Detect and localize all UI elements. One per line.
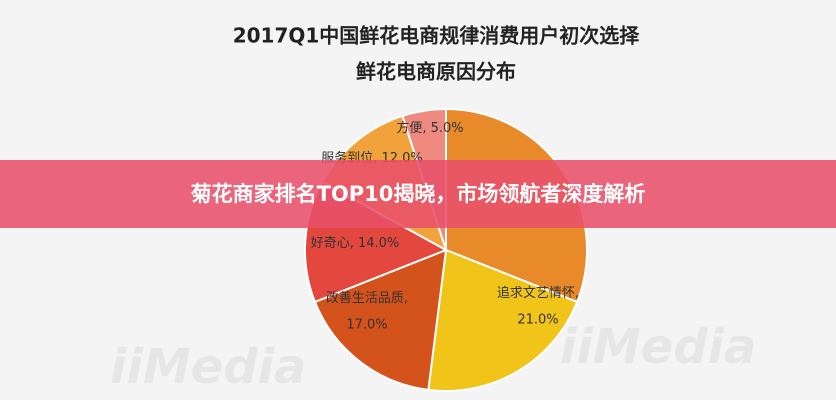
label-separator: , — [404, 291, 408, 306]
banner — [0, 160, 836, 228]
slice-label: 好奇心, 14.0% — [311, 235, 400, 251]
label-separator: , — [373, 151, 381, 166]
label-separator: , — [422, 121, 430, 136]
category-name: 方便 — [396, 120, 422, 136]
category-name: 改善生活品质 — [326, 290, 404, 306]
slice-label: 追求文艺情怀, — [497, 285, 579, 301]
pie-slice — [313, 248, 448, 392]
watermark: iiMedia — [110, 339, 306, 395]
value-label: 14.0% — [358, 236, 399, 251]
category-name: 好奇心 — [311, 235, 350, 251]
chart-title: 2017Q1中国鲜花电商规律消费用户初次选择 — [233, 24, 641, 48]
label-separator: , — [575, 286, 579, 301]
pie-slice — [427, 248, 579, 392]
slice-label: 改善生活品质, — [326, 290, 408, 306]
label-separator: , — [350, 236, 358, 251]
value-label: 5.0% — [431, 121, 464, 136]
value-label: 21.0% — [517, 313, 558, 328]
value-label: 17.0% — [346, 318, 387, 333]
watermark: iiMedia — [560, 319, 756, 375]
slice-label: 方便, 5.0% — [396, 120, 463, 136]
category-name: 追求文艺情怀 — [497, 285, 575, 301]
banner-text: 菊花商家排名TOP10揭晓，市场领航者深度解析 — [191, 182, 646, 206]
chart-subtitle: 鲜花电商原因分布 — [356, 60, 516, 84]
